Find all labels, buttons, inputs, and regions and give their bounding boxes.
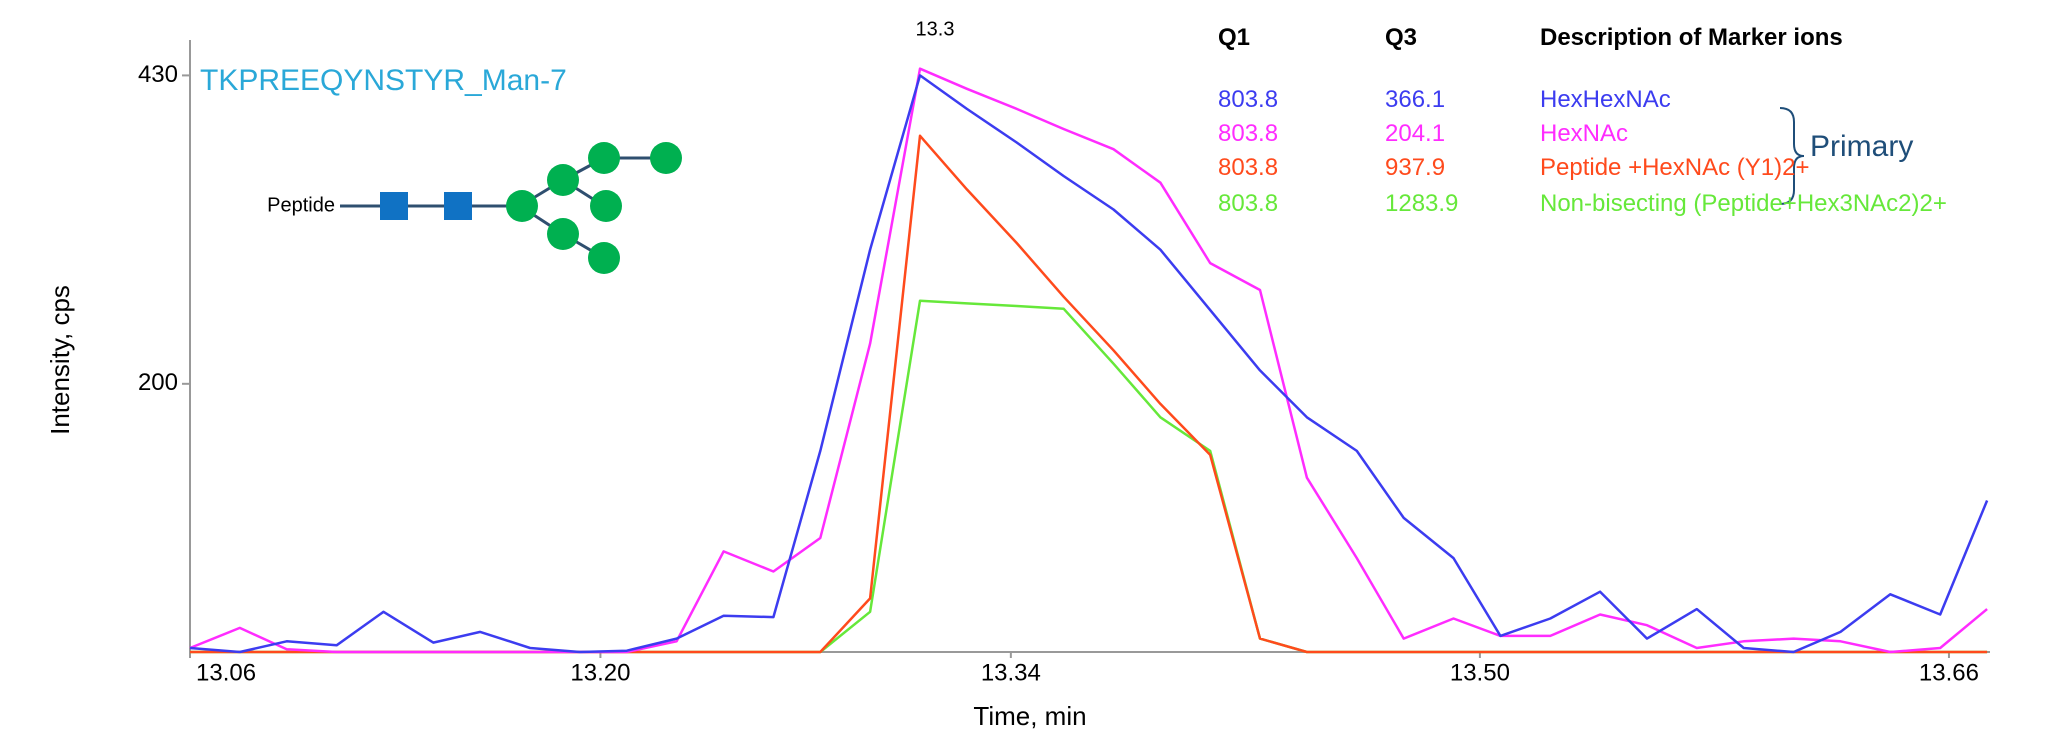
legend-q3: 937.9 (1385, 154, 1446, 181)
series-line (189, 74, 1989, 654)
legend-q3: 366.1 (1385, 86, 1446, 113)
glcnac (380, 192, 408, 220)
legend-q1: 803.8 (1218, 190, 1279, 217)
legend-q1: 803.8 (1218, 86, 1279, 113)
legend-header: Description of Marker ions (1540, 24, 1843, 51)
peak-label: 13.3 (916, 18, 955, 40)
x-axis-label: Time, min (973, 701, 1086, 731)
glycan-inset: Peptide (267, 142, 682, 274)
legend-header: Q1 (1218, 24, 1251, 51)
x-tick-label: 13.66 (1919, 659, 1979, 686)
group-label: Primary (1810, 130, 1913, 163)
x-tick-label: 13.50 (1450, 659, 1510, 686)
inset-label: Peptide (267, 194, 335, 216)
legend-q1: 803.8 (1218, 120, 1279, 147)
legend-header: Q3 (1385, 24, 1418, 51)
glcnac (444, 192, 472, 220)
x-tick-label: 13.06 (196, 659, 256, 686)
legend-entry: Non-bisecting (Peptide+Hex3NAc2)2+ (1540, 190, 1947, 217)
x-tick-label: 13.34 (981, 659, 1041, 686)
legend-q1: 803.8 (1218, 154, 1279, 181)
chart-title: TKPREEQYNSTYR_Man-7 (200, 64, 567, 97)
legend-entry: HexNAc (1540, 120, 1629, 147)
series-line (190, 299, 1988, 654)
legend-entry: Peptide +HexNAc (Y1)2+ (1540, 154, 1810, 181)
series-line (189, 67, 1988, 654)
mannose-group (506, 142, 682, 274)
y-axis-label: Intensity, cps (45, 285, 75, 435)
legend-q3: 1283.9 (1385, 190, 1459, 217)
x-tick-label: 13.20 (570, 659, 630, 686)
legend-q3: 204.1 (1385, 120, 1446, 147)
y-tick-label: 430 (138, 61, 178, 88)
group-brace (1779, 107, 1805, 205)
y-tick-label: 200 (138, 369, 178, 396)
legend-entry: HexHexNAc (1540, 86, 1671, 113)
